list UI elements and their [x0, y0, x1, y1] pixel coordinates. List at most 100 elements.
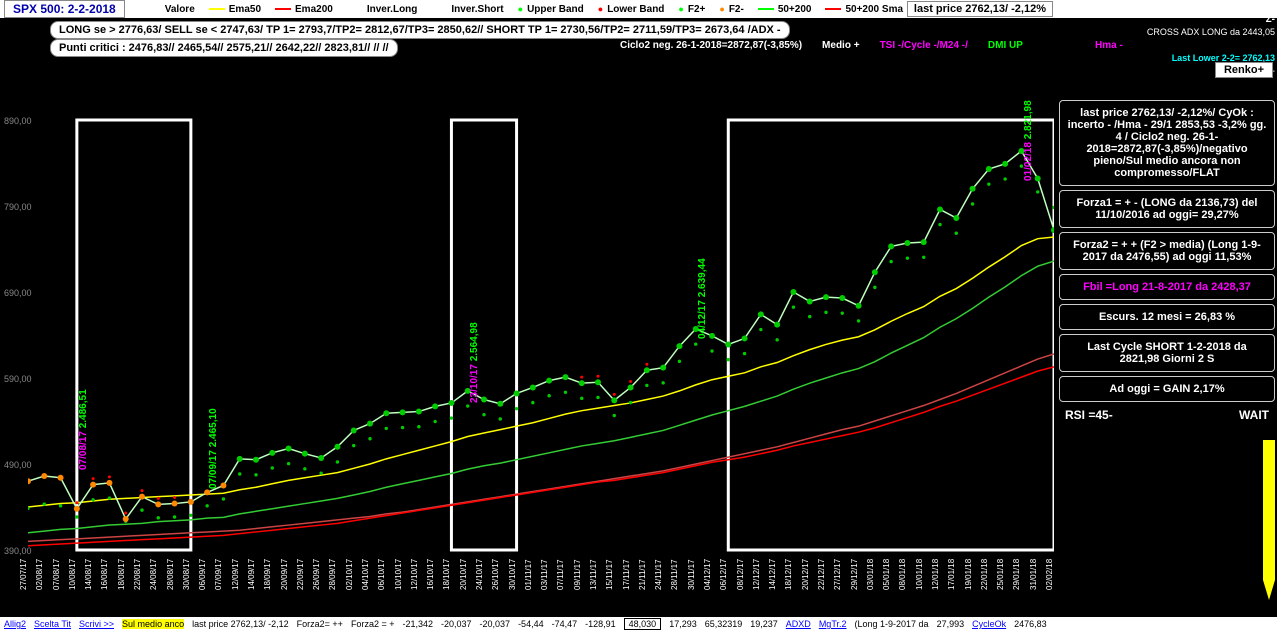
- panel-forza1: Forza1 = + - (LONG da 2136,73) del 11/10…: [1059, 190, 1275, 228]
- bottom-link[interactable]: CycleOk: [972, 619, 1006, 629]
- price-chart: 390,00490,00590,00690,00790,00890,00 27/…: [28, 60, 1054, 590]
- x-axis-label: 26/10/17: [491, 559, 500, 590]
- x-axis-label: 30/10/17: [508, 559, 517, 590]
- fbil-text: Fbil =Long 21-8-2017 da 2428,37: [1083, 281, 1251, 293]
- sidebar: last price 2762,13/ -2,12%/ CyOk : incer…: [1059, 100, 1275, 424]
- x-axis-label: 08/01/18: [898, 559, 907, 590]
- x-axis-label: 18/10/17: [442, 559, 451, 590]
- bottom-item: Forza2= ++: [297, 619, 343, 629]
- renko-button[interactable]: Renko+: [1215, 62, 1273, 78]
- x-axis-label: 12/12/17: [752, 559, 761, 590]
- x-axis-label: 27/07/17: [19, 559, 28, 590]
- x-axis-label: 06/12/17: [719, 559, 728, 590]
- price-callout: 23/10/17 2.564,98: [469, 322, 480, 403]
- x-axis-label: 15/11/17: [605, 559, 614, 590]
- bottom-item: CycleOk: [972, 619, 1006, 629]
- x-axis-label: 06/10/17: [377, 559, 386, 590]
- x-axis-label: 07/09/17: [214, 559, 223, 590]
- x-axis-label: 20/12/17: [801, 559, 810, 590]
- bottom-link[interactable]: Scelta Tit: [34, 619, 71, 629]
- bottom-item: (Long 1-9-2017 da: [855, 619, 929, 629]
- x-axis-label: 31/01/18: [1029, 559, 1038, 590]
- x-axis-label: 22/09/17: [296, 559, 305, 590]
- bottom-item: Allig2: [4, 619, 26, 629]
- bottom-link[interactable]: Scrivi >>: [79, 619, 114, 629]
- x-axis-label: 01/11/17: [524, 559, 533, 590]
- x-axis-label: 24/08/17: [149, 559, 158, 590]
- x-axis-label: 30/08/17: [182, 559, 191, 590]
- bottom-link[interactable]: Allig2: [4, 619, 26, 629]
- panel-forza2: Forza2 = + + (F2 > media) (Long 1-9-2017…: [1059, 232, 1275, 270]
- legend-item: Ema200: [275, 4, 333, 15]
- legend-item: ●Lower Band: [598, 4, 665, 15]
- chart-svg: [28, 60, 1054, 590]
- x-axis-label: 02/10/17: [345, 559, 354, 590]
- x-axis-label: 27/12/17: [833, 559, 842, 590]
- bottom-item: 19,237: [750, 619, 778, 629]
- x-axis-label: 06/09/17: [198, 559, 207, 590]
- x-axis-label: 18/12/17: [784, 559, 793, 590]
- x-axis-label: 25/01/18: [996, 559, 1005, 590]
- bottom-item: MgTr.2: [819, 619, 847, 629]
- x-axis-label: 09/11/17: [573, 559, 582, 590]
- ciclo-status: Ciclo2 neg. 26-1-2018=2872,87(-3,85%): [620, 40, 802, 51]
- bottom-item: 27,993: [937, 619, 965, 629]
- x-axis-label: 08/12/17: [736, 559, 745, 590]
- x-axis-label: 07/11/17: [556, 559, 565, 590]
- rsi-value: RSI =45-: [1065, 408, 1113, 422]
- x-axis-label: 17/11/17: [622, 559, 631, 590]
- x-axis-label: 04/12/17: [703, 559, 712, 590]
- bottom-item: 48,030: [624, 618, 662, 630]
- legend-item: 50+200 Sma: [825, 4, 903, 15]
- legend-item: ●Upper Band: [518, 4, 584, 15]
- last-price-box: last price 2762,13/ -2,12%: [907, 1, 1053, 17]
- legend-item: ●F2-: [719, 4, 743, 15]
- long-sell-line: LONG se > 2776,63/ SELL se < 2747,63/ TP…: [50, 22, 790, 38]
- legend-item: Ema50: [209, 4, 261, 15]
- x-axis-label: 21/11/17: [638, 559, 647, 590]
- bottom-item: ADXD: [786, 619, 811, 629]
- bottom-status-bar: Allig2Scelta TitScrivi >>Sul medio ancol…: [0, 617, 1277, 631]
- y-axis-label: 590,00: [4, 374, 32, 384]
- medio-status: Medio +: [822, 40, 860, 51]
- x-axis-label: 28/11/17: [670, 559, 679, 590]
- down-arrow-icon: [1263, 440, 1275, 600]
- y-axis-label: 790,00: [4, 202, 32, 212]
- x-axis-label: 05/01/18: [882, 559, 891, 590]
- x-axis-label: 14/12/17: [768, 559, 777, 590]
- x-axis-label: 17/01/18: [947, 559, 956, 590]
- legend-item: ●F2+: [678, 4, 705, 15]
- x-axis-label: 13/11/17: [589, 559, 598, 590]
- x-axis-label: 24/11/17: [654, 559, 663, 590]
- long-sell-text: LONG se > 2776,63/ SELL se < 2747,63/ TP…: [50, 21, 790, 39]
- x-axis-label: 22/08/17: [133, 559, 142, 590]
- tsi-status: TSI -/Cycle -/M24 -/: [880, 40, 968, 51]
- x-axis-label: 07/08/17: [52, 559, 61, 590]
- x-axis-label: 14/09/17: [247, 559, 256, 590]
- x-axis-label: 04/10/17: [361, 559, 370, 590]
- bottom-item: -21,342: [402, 619, 433, 629]
- sigma-label: Σ-: [1266, 13, 1275, 26]
- legend-item: Valore: [145, 4, 195, 15]
- bottom-item: -74,47: [552, 619, 578, 629]
- x-axis-label: 18/09/17: [263, 559, 272, 590]
- y-axis-label: 390,00: [4, 546, 32, 556]
- hma-label: Hma -: [1095, 39, 1123, 52]
- bottom-item: Scelta Tit: [34, 619, 71, 629]
- x-axis-label: 24/10/17: [475, 559, 484, 590]
- bottom-item: last price 2762,13/ -2,12: [192, 619, 289, 629]
- legend-bar: SPX 500: 2-2-2018 ValoreEma50Ema200Inver…: [0, 0, 1277, 18]
- bottom-item: -20,037: [441, 619, 472, 629]
- legend-item: 50+200: [758, 4, 812, 15]
- x-axis-label: 12/10/17: [410, 559, 419, 590]
- x-axis-label: 16/08/17: [100, 559, 109, 590]
- price-callout: 04/12/17 2.639,44: [697, 258, 708, 339]
- rsi-wait-row: RSI =45- WAIT: [1059, 406, 1275, 424]
- x-axis-label: 16/10/17: [426, 559, 435, 590]
- chart-title: SPX 500: 2-2-2018: [4, 0, 125, 18]
- bottom-item: Forza2 = +: [351, 619, 395, 629]
- x-axis-label: 18/08/17: [117, 559, 126, 590]
- panel-escurs: Escurs. 12 mesi = 26,83 %: [1059, 304, 1275, 330]
- x-axis-label: 10/10/17: [394, 559, 403, 590]
- cross-adx: CROSS ADX LONG da 2443,05: [1095, 26, 1275, 39]
